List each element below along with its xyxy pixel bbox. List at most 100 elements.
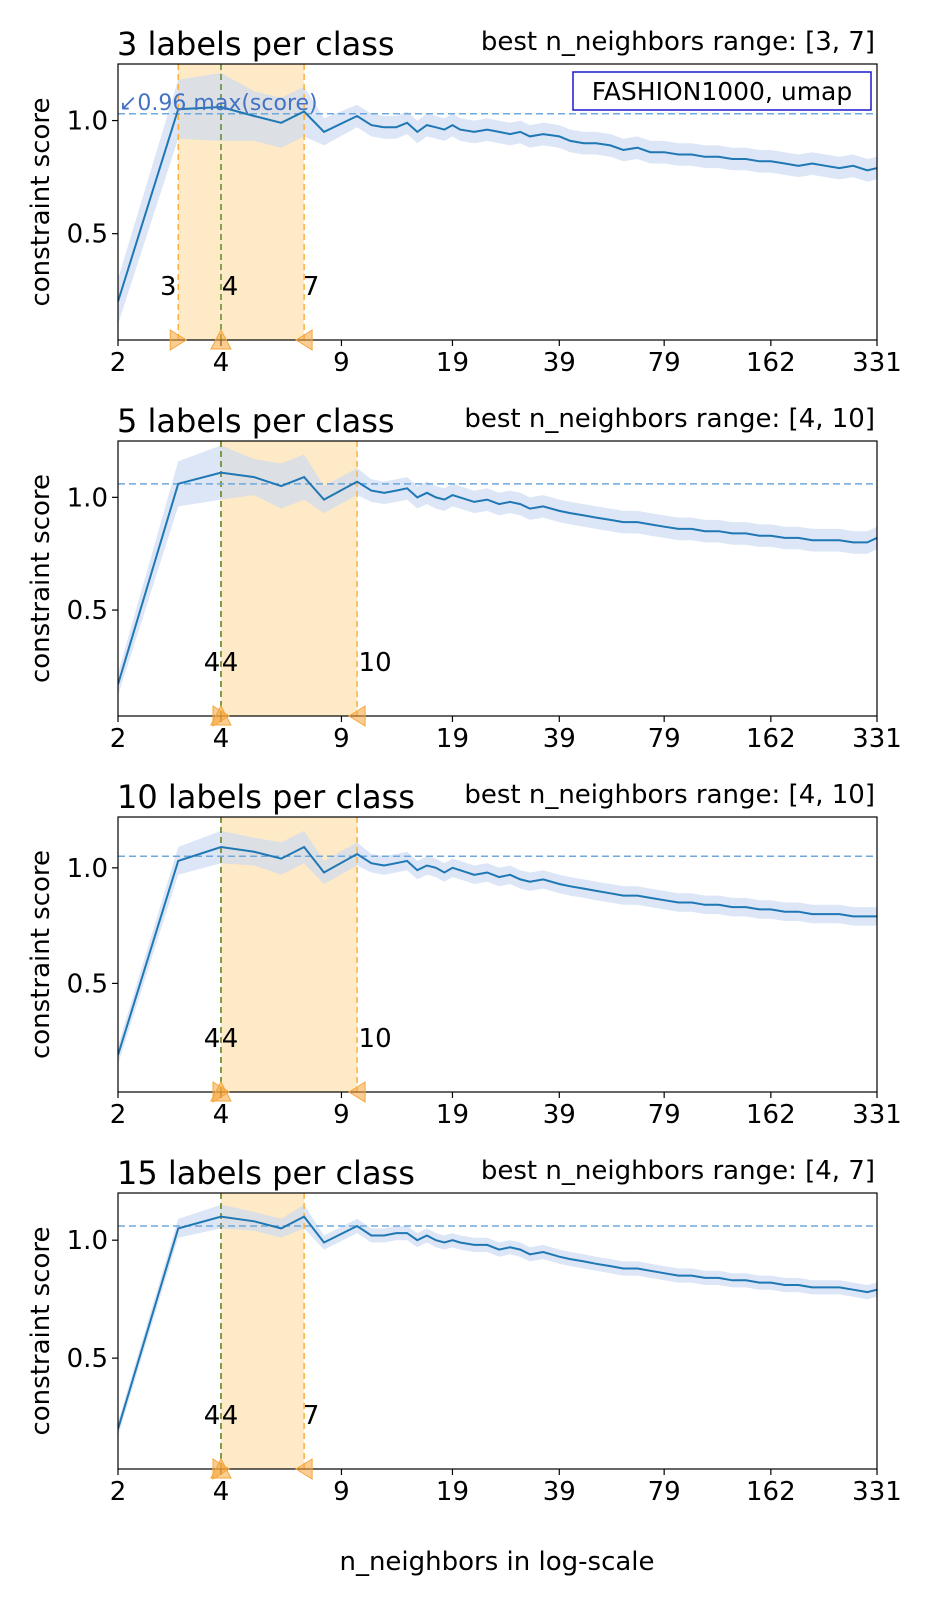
plot-area [118,441,877,716]
best-n-marker [210,328,232,350]
x-tick-label: 9 [333,724,350,754]
x-tick-label: 79 [648,1100,681,1130]
x-tick-label: 9 [333,1100,350,1130]
best-n-marker [210,704,232,726]
chart-panel-1: 2 4 9 19 39 79 162 331 0.5 1.0 constraint score 3 l… [26,25,902,378]
y-axis-label: constraint score [26,474,56,683]
x-tick-label: 39 [543,1100,576,1130]
best-n-marker [210,1080,232,1102]
x-tick-label: 331 [852,1100,902,1130]
y-tick-label: 1.0 [67,483,108,513]
range-value-label: 4 [222,1024,239,1054]
range-value-label: 4 [222,272,239,302]
range-end-marker [348,705,366,727]
range-value-label: 7 [303,272,320,302]
range-value-label: 7 [303,1401,320,1431]
range-start-marker [169,329,188,351]
x-tick-label: 79 [648,348,681,378]
range-value-label: 4 [204,648,221,678]
dataset-box [572,71,872,111]
axes-frame [117,1192,878,1470]
y-tick-label: 1.0 [67,854,108,884]
x-tick-label: 2 [110,1100,127,1130]
y-tick-label: 1.0 [67,1226,108,1256]
x-tick-label: 162 [746,1477,796,1507]
x-tick-label: 19 [436,724,469,754]
x-tick-label: 4 [213,724,230,754]
y-tick-label: 0.5 [67,596,108,626]
max-score-annotation: ↙0.96 max(score) [119,91,318,116]
dataset-label: FASHION1000, umap [592,77,853,106]
std-band [118,830,877,1065]
x-tick-label: 2 [110,1477,127,1507]
chart-panel-3: 2 4 9 19 39 79 162 331 0.5 1.0 constraint score 10 … [26,778,902,1130]
std-band [118,73,877,325]
x-tick-label: 39 [543,724,576,754]
y-tick-label: 0.5 [67,220,108,250]
range-value-label: 4 [222,1401,239,1431]
plot-area [118,1193,877,1469]
std-band [118,445,877,696]
x-tick-label: 331 [852,1477,902,1507]
x-tick-label: 9 [333,1477,350,1507]
axes-frame [117,816,878,1093]
best-range-shade [220,1193,305,1469]
panel-title: 5 labels per class [117,402,395,440]
panel-subtitle: best n_neighbors range: [3, 7] [481,27,875,57]
range-value-label: 4 [222,648,239,678]
x-tick-label: 162 [746,1100,796,1130]
panel-title: 15 labels per class [117,1154,415,1192]
x-tick-label: 2 [110,724,127,754]
range-value-label: 10 [359,648,392,678]
plot-area [118,817,877,1092]
x-tick-label: 331 [852,724,902,754]
x-tick-label: 39 [543,1477,576,1507]
x-tick-label: 79 [648,724,681,754]
plot-area [118,64,877,340]
range-end-marker [295,329,313,351]
std-band [118,1204,877,1436]
axes-frame [117,63,878,341]
y-tick-label: 0.5 [67,1344,108,1374]
y-axis-label: constraint score [26,97,56,306]
range-end-marker [348,1081,366,1103]
x-tick-label: 162 [746,348,796,378]
range-value-label: 10 [359,1024,392,1054]
best-n-marker [210,1457,232,1479]
x-tick-label: 39 [543,348,576,378]
x-tick-label: 4 [213,348,230,378]
x-tick-label: 19 [436,1100,469,1130]
chart-panel-2: 2 4 9 19 39 79 162 331 0.5 1.0 constraint score 5 l… [26,402,902,754]
panel-title: 3 labels per class [117,25,395,63]
y-axis-label: constraint score [26,1226,56,1435]
score-line [118,105,877,302]
range-value-label: 4 [204,1024,221,1054]
y-tick-label: 0.5 [67,969,108,999]
x-tick-label: 19 [436,348,469,378]
x-tick-label: 162 [746,724,796,754]
x-tick-label: 4 [213,1100,230,1130]
range-end-marker [295,1458,313,1480]
panel-subtitle: best n_neighbors range: [4, 10] [464,780,875,810]
axes-frame [117,440,878,717]
panel-subtitle: best n_neighbors range: [4, 7] [481,1156,875,1186]
y-tick-label: 1.0 [67,107,108,137]
y-axis-label: constraint score [26,850,56,1059]
x-tick-label: 4 [213,1477,230,1507]
x-tick-label: 331 [852,348,902,378]
panel-subtitle: best n_neighbors range: [4, 10] [464,404,875,434]
score-line [118,1215,877,1430]
x-axis-label: n_neighbors in log-scale [339,1547,654,1577]
score-line [118,471,877,685]
range-value-label: 3 [160,272,177,302]
range-value-label: 4 [204,1401,221,1431]
score-line [118,845,877,1056]
x-tick-label: 19 [436,1477,469,1507]
chart-panel-4: 2 4 9 19 39 79 162 331 0.5 1.0 constraint score 15 … [26,1154,902,1507]
x-tick-label: 2 [110,348,127,378]
x-tick-label: 79 [648,1477,681,1507]
panel-title: 10 labels per class [117,778,415,816]
x-tick-label: 9 [333,348,350,378]
